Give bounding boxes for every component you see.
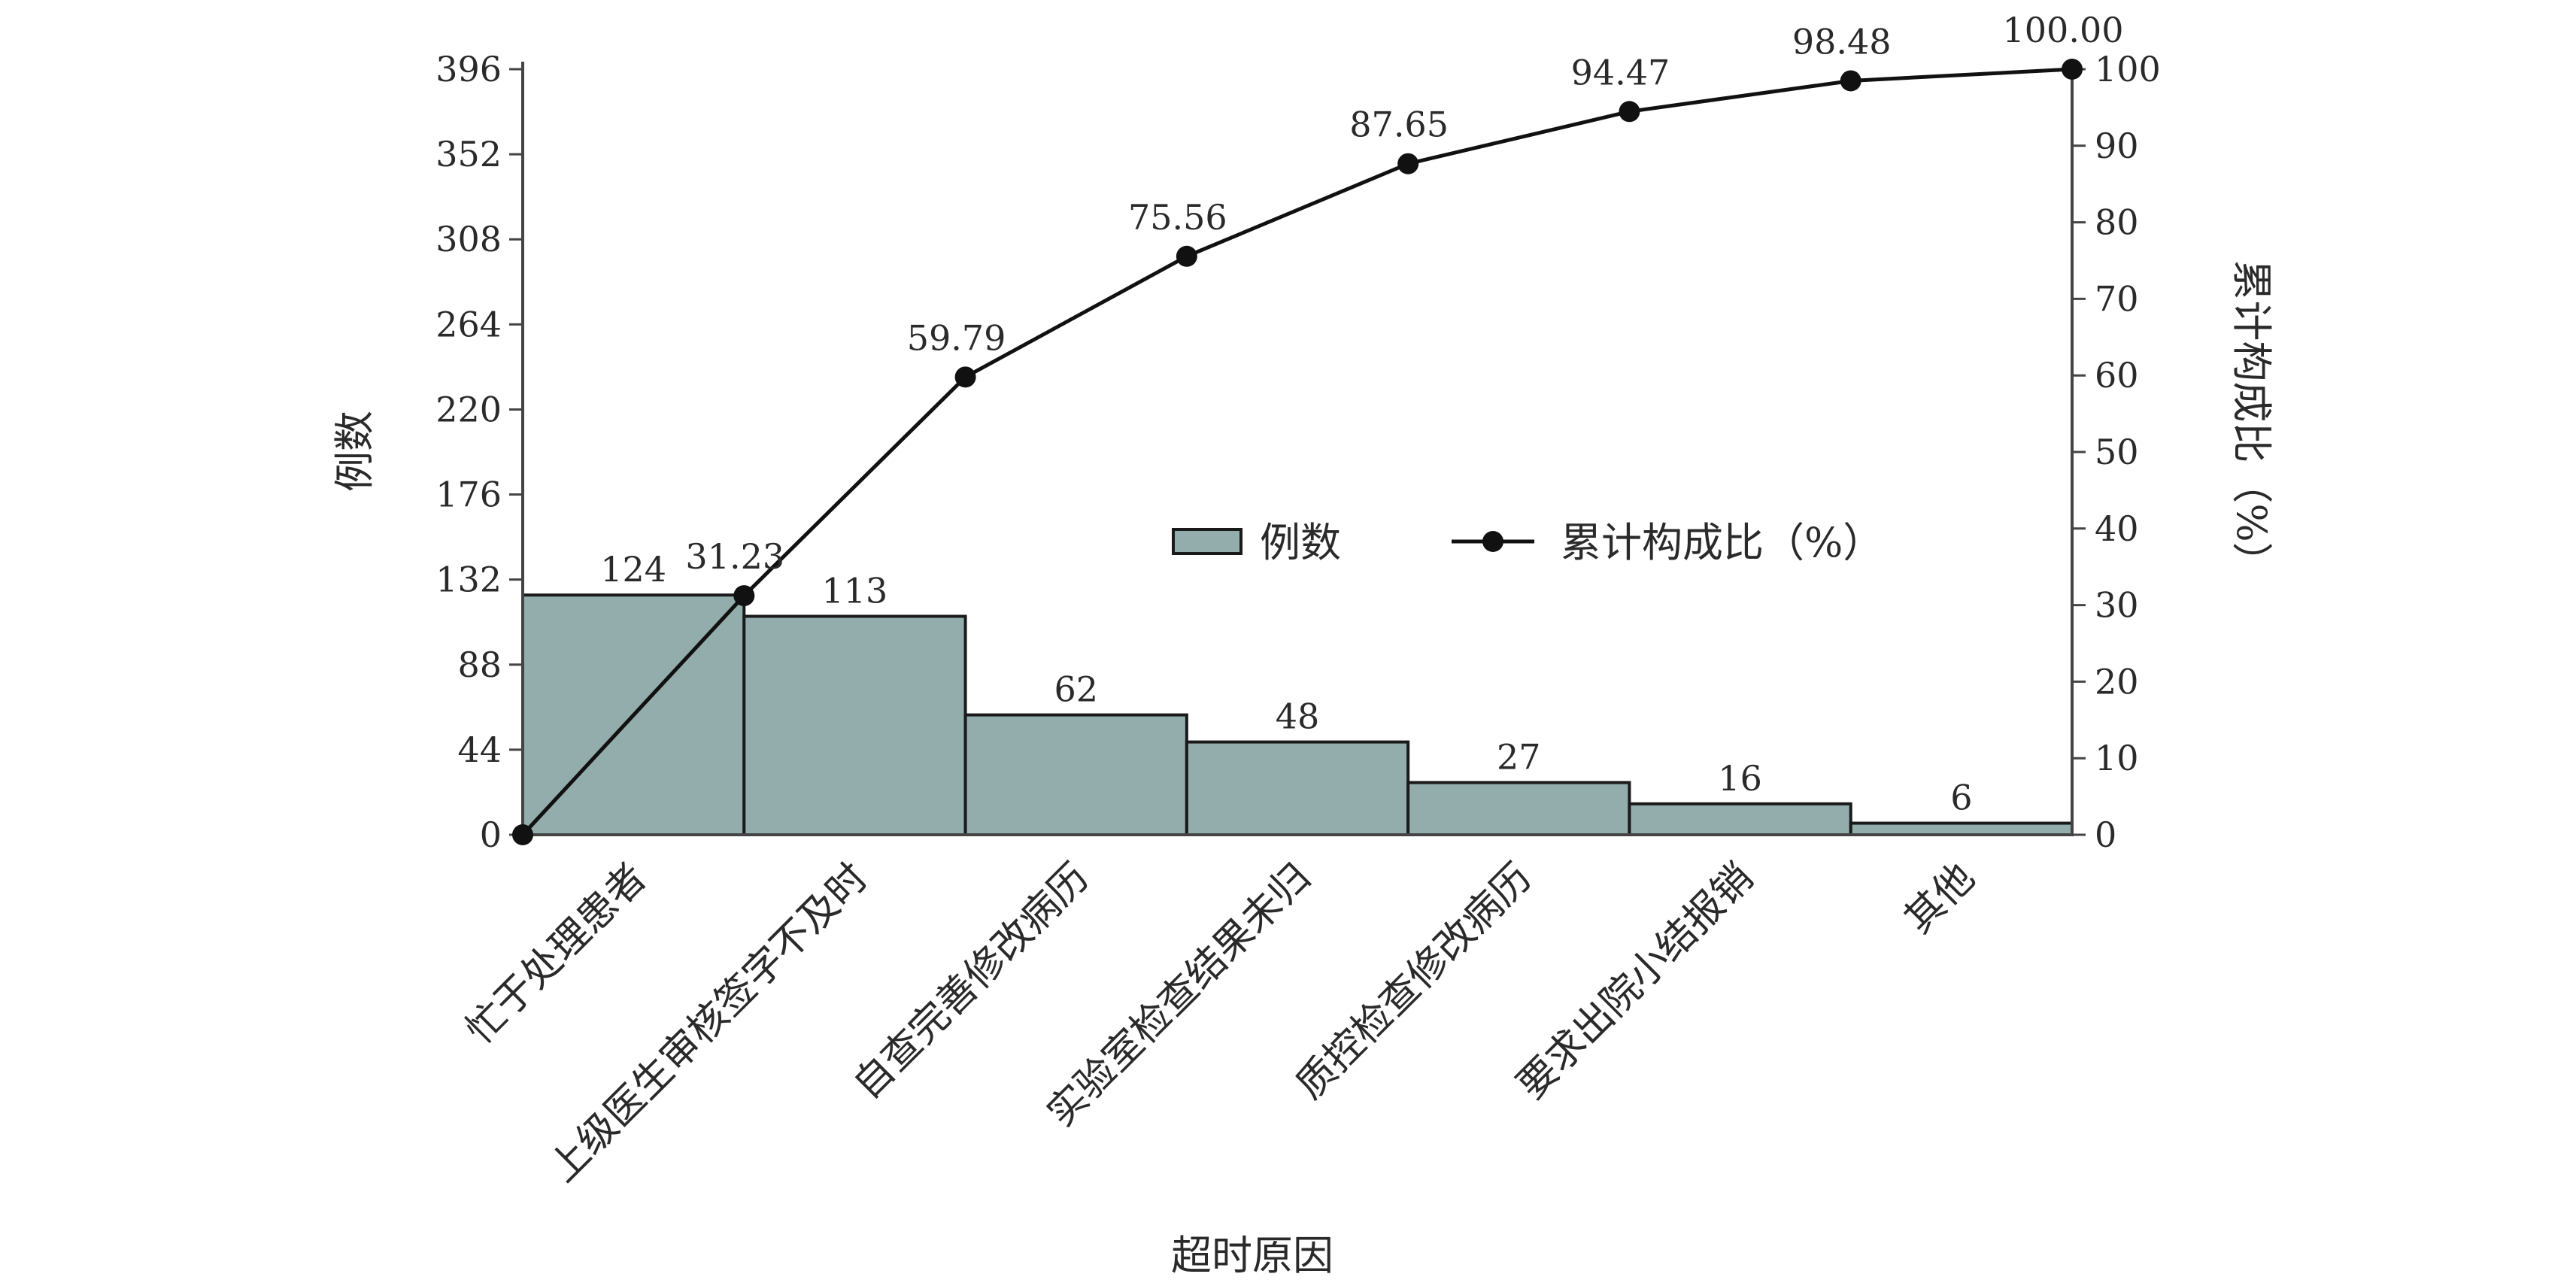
cumulative-point xyxy=(954,366,976,388)
legend-label-bars: 例数 xyxy=(1260,519,1341,566)
line-value-label: 75.56 xyxy=(1128,197,1227,238)
line-value-label: 94.47 xyxy=(1571,52,1670,93)
left-tick-label: 44 xyxy=(457,729,502,770)
bar xyxy=(1849,821,2074,837)
line-value-label: 31.23 xyxy=(685,536,784,577)
left-tick-label: 220 xyxy=(435,389,502,429)
right-tick-label: 0 xyxy=(2095,814,2116,855)
right-tick-label: 40 xyxy=(2095,508,2139,549)
left-tick-label: 352 xyxy=(435,134,502,174)
left-tick-label: 88 xyxy=(457,645,502,685)
left-tick-label: 0 xyxy=(480,814,502,855)
cumulative-point xyxy=(512,824,533,845)
legend-bar-swatch xyxy=(1172,528,1242,555)
right-tick-label: 30 xyxy=(2095,585,2139,626)
cumulative-point xyxy=(1176,245,1197,267)
legend-label-line: 累计构成比（%） xyxy=(1561,519,1883,566)
category-label: 质控检查修改病历 xyxy=(1288,855,1541,1109)
x-axis-title: 超时原因 xyxy=(1171,1232,1334,1279)
line-value-label: 98.48 xyxy=(1792,21,1892,62)
line-value-label: 87.65 xyxy=(1349,105,1449,145)
right-tick-label: 50 xyxy=(2095,432,2139,472)
left-tick-label: 176 xyxy=(435,475,502,515)
cumulative-point xyxy=(733,585,755,607)
cumulative-point xyxy=(1840,70,1861,92)
bar xyxy=(963,713,1188,836)
bar xyxy=(1406,781,1631,837)
cumulative-point xyxy=(1397,153,1419,174)
legend-line-marker xyxy=(1482,531,1503,552)
right-tick-label: 60 xyxy=(2095,355,2139,396)
bar-value-label: 6 xyxy=(1950,778,1972,818)
right-tick-label: 70 xyxy=(2095,278,2139,319)
category-label: 其他 xyxy=(1896,855,1983,942)
category-label: 忙于处理患者 xyxy=(457,855,655,1053)
cumulative-point xyxy=(1619,101,1640,123)
bar xyxy=(1185,740,1410,837)
right-tick-label: 80 xyxy=(2095,202,2139,243)
line-value-label: 59.79 xyxy=(907,317,1006,358)
right-tick-label: 10 xyxy=(2095,738,2139,778)
category-label: 要求出院小结报销 xyxy=(1509,855,1762,1109)
left-tick-label: 396 xyxy=(435,49,502,89)
bar xyxy=(742,614,967,836)
left-tick-label: 264 xyxy=(435,304,502,344)
left-tick-label: 132 xyxy=(435,560,502,600)
bar-value-label: 27 xyxy=(1497,737,1541,778)
right-tick-label: 100 xyxy=(2095,49,2161,89)
data-labels: 124 113 62 48 27 16 6 31.23 59.79 75.56 87.65 94.47… xyxy=(600,10,2123,818)
bar-value-label: 113 xyxy=(822,571,888,611)
bar-value-label: 16 xyxy=(1718,758,1762,799)
bar xyxy=(1628,802,1852,836)
bar-value-label: 62 xyxy=(1054,669,1098,710)
cumulative-line xyxy=(521,67,2073,836)
left-axis-title: 例数 xyxy=(331,411,378,492)
bar-value-label: 124 xyxy=(600,549,666,590)
line-series xyxy=(512,59,2083,845)
right-tick-label: 20 xyxy=(2095,661,2139,702)
cumulative-point xyxy=(2062,59,2083,80)
bar-value-label: 48 xyxy=(1276,696,1320,737)
category-label: 自查完善修改病历 xyxy=(845,855,1098,1109)
left-tick-label: 308 xyxy=(435,219,502,259)
right-tick-label: 90 xyxy=(2095,126,2139,166)
legend: 例数 累计构成比（%） xyxy=(1172,519,1883,566)
right-axis-title: 累计构成比（%） xyxy=(2228,259,2275,582)
bar-series xyxy=(521,593,2074,837)
line-value-label: 100.00 xyxy=(2003,10,2124,50)
